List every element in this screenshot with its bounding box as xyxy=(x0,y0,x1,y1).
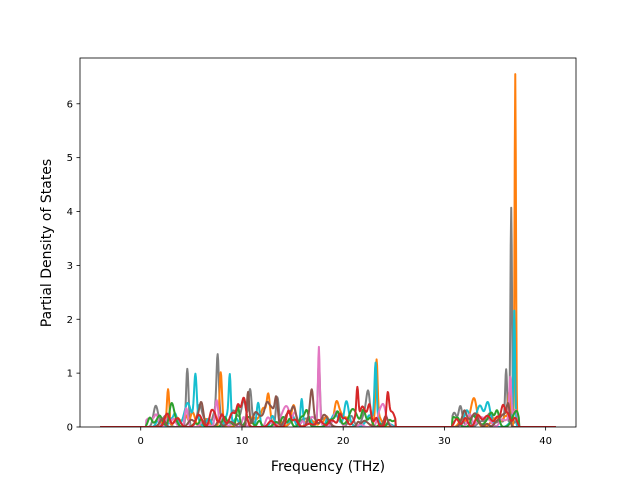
plot-frame xyxy=(79,57,577,428)
y-tick-label: 2 xyxy=(67,315,73,326)
y-tick-label: 4 xyxy=(67,207,73,218)
x-tick-label: 10 xyxy=(236,436,249,447)
y-tick-label: 0 xyxy=(67,423,73,434)
x-tick-label: 30 xyxy=(438,436,451,447)
x-tick-label: 0 xyxy=(138,436,144,447)
series-line-6 xyxy=(99,385,557,427)
y-tick-label: 6 xyxy=(67,99,73,110)
x-tick-label: 40 xyxy=(539,436,552,447)
y-tick-label: 5 xyxy=(67,153,73,164)
series-line-2 xyxy=(99,309,557,427)
plot-area xyxy=(99,73,557,427)
series-layer xyxy=(99,73,557,427)
y-tick-label: 3 xyxy=(67,261,73,272)
series-line-5 xyxy=(99,388,557,427)
series-line-1 xyxy=(99,73,557,427)
axes-layer: 0 10 20 30 40 0 1 2 3 4 5 6 xyxy=(67,57,577,447)
x-tick-label: 20 xyxy=(337,436,350,447)
x-axis-label: Frequency (THz) xyxy=(271,459,385,475)
y-axis-label: Partial Density of States xyxy=(39,159,55,327)
y-tick-label: 1 xyxy=(67,369,73,380)
